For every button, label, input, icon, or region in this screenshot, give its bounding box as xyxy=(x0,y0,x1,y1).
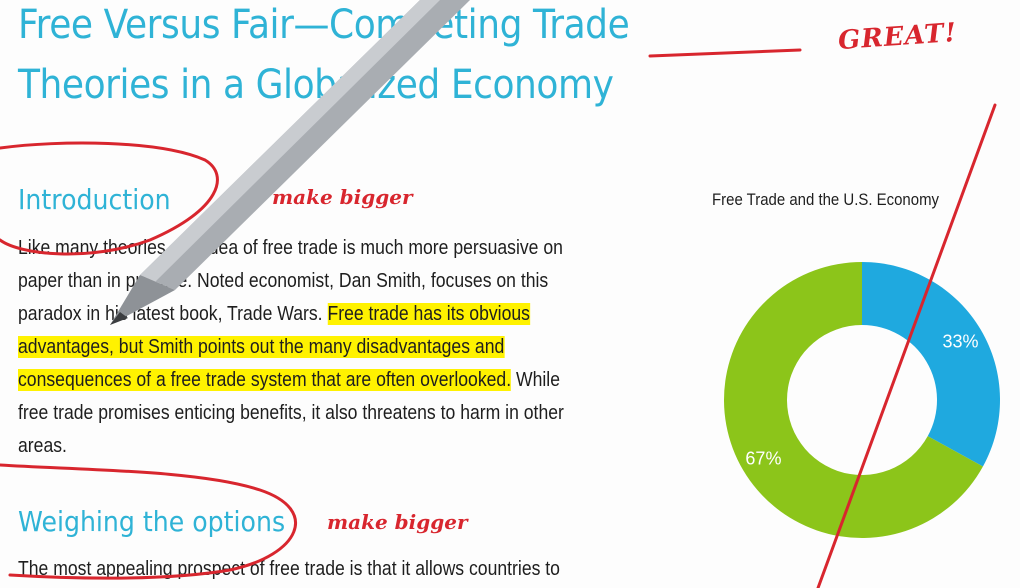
ink-circle-weighing xyxy=(0,463,297,580)
donut-slice-1 xyxy=(862,262,1000,467)
donut-label-1: 33% xyxy=(943,332,979,352)
donut-label-2: 67% xyxy=(745,448,781,468)
ink-circle-introduction xyxy=(0,141,219,256)
intro-line-6: free trade promises enticing benefits, i… xyxy=(18,402,564,424)
highlighted-text-1: Free trade has its obvious xyxy=(327,303,530,325)
intro-line-3-text: paradox in his latest book, Trade Wars. xyxy=(18,303,328,325)
annotation-make-bigger-1: make bigger xyxy=(272,185,413,209)
intro-line-5: consequences of a free trade system that… xyxy=(18,369,560,392)
donut-slice-2 xyxy=(724,262,983,538)
document-title-line-1: Free Versus Fair—Competing Trade xyxy=(18,2,630,48)
section-heading-introduction: Introduction xyxy=(18,183,171,216)
intro-line-3: paradox in his latest book, Trade Wars. … xyxy=(18,303,530,326)
intro-line-5-tail: While xyxy=(511,369,561,391)
intro-line-1: Like many theories, the idea of free tra… xyxy=(18,237,563,259)
ink-underline-great xyxy=(648,48,802,58)
ink-strike-chart xyxy=(816,103,997,588)
section-heading-weighing: Weighing the options xyxy=(18,505,286,538)
chart-title: Free Trade and the U.S. Economy xyxy=(712,190,940,209)
highlighted-text-2: advantages, but Smith points out the man… xyxy=(18,336,505,358)
highlighted-text-3: consequences of a free trade system that… xyxy=(18,369,512,391)
donut-group: 33% 67% xyxy=(724,262,1000,538)
intro-line-7: areas. xyxy=(18,435,67,457)
document-title-line-2: Theories in a Globalized Economy xyxy=(18,62,614,108)
weighing-line-1: The most appealing prospect of free trad… xyxy=(18,558,560,580)
stylus-pen xyxy=(110,0,470,325)
intro-line-4: advantages, but Smith points out the man… xyxy=(18,336,505,359)
annotation-make-bigger-2: make bigger xyxy=(327,510,468,534)
